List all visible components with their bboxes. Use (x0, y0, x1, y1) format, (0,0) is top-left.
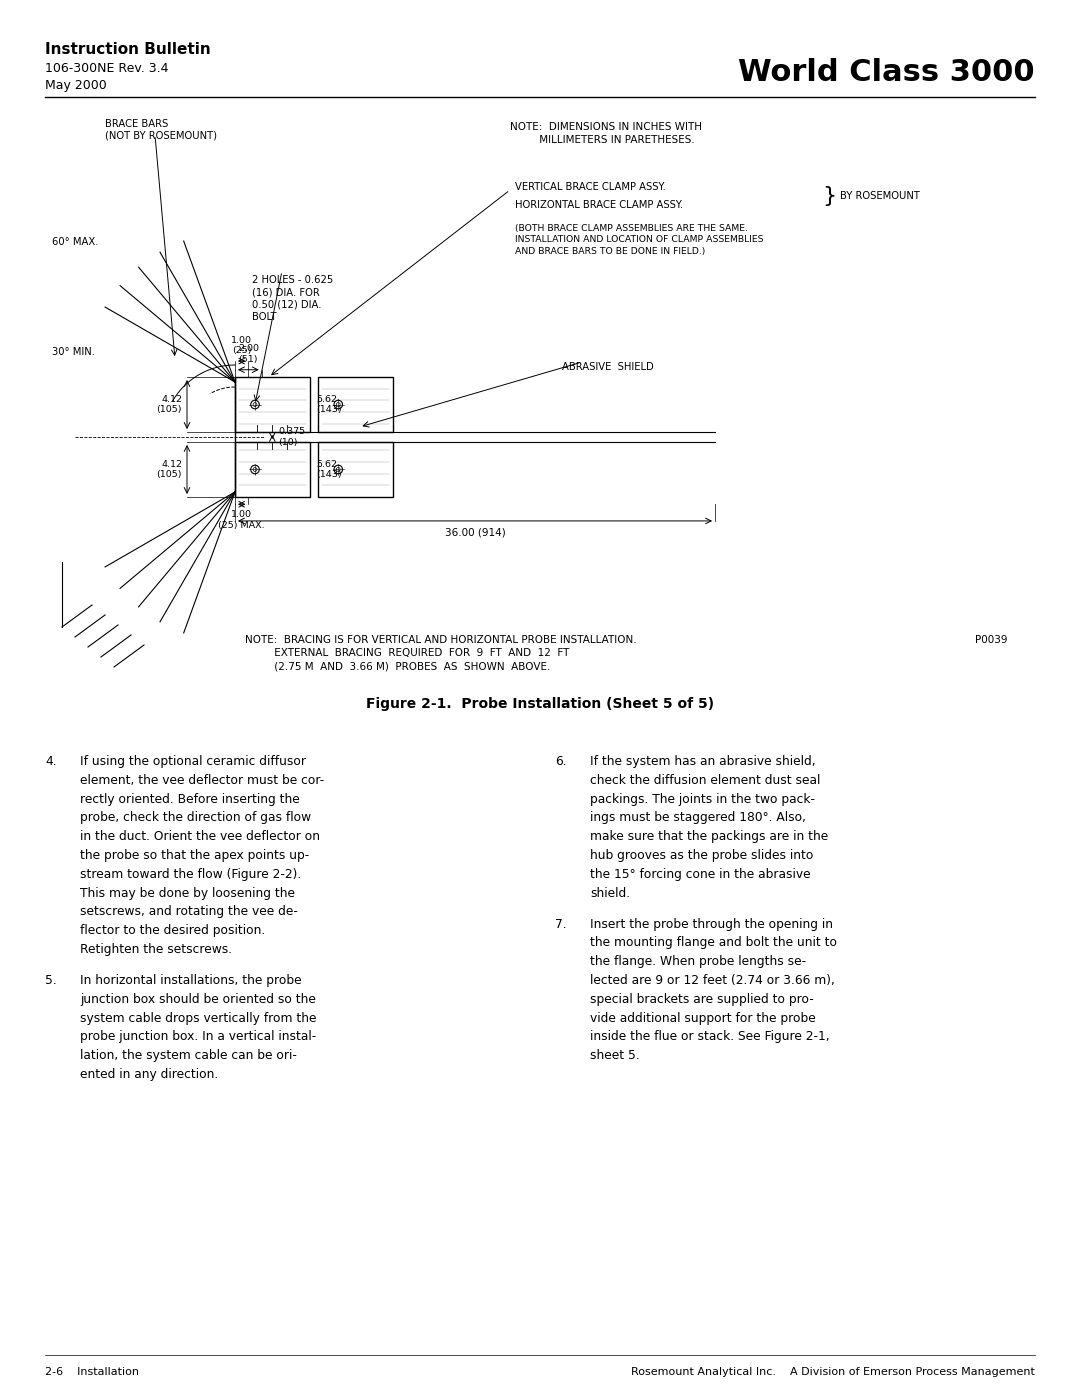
Text: Figure 2-1.  Probe Installation (Sheet 5 of 5): Figure 2-1. Probe Installation (Sheet 5 … (366, 697, 714, 711)
Text: 2.00
(51): 2.00 (51) (238, 344, 259, 363)
Text: 1.00
(25): 1.00 (25) (231, 335, 252, 355)
Text: the mounting flange and bolt the unit to: the mounting flange and bolt the unit to (590, 936, 837, 950)
Text: stream toward the flow (Figure 2-2).: stream toward the flow (Figure 2-2). (80, 868, 301, 880)
Bar (319, 377, 393, 432)
Text: sheet 5.: sheet 5. (590, 1049, 639, 1062)
Text: P0039: P0039 (975, 636, 1008, 645)
Bar (235, 377, 310, 432)
Text: 30° MIN.: 30° MIN. (52, 346, 95, 358)
Text: If using the optional ceramic diffusor: If using the optional ceramic diffusor (80, 754, 306, 768)
Text: Instruction Bulletin: Instruction Bulletin (45, 42, 211, 57)
Text: 6.: 6. (555, 754, 567, 768)
Text: 60° MAX.: 60° MAX. (52, 237, 98, 247)
Text: 2-6    Installation: 2-6 Installation (45, 1368, 139, 1377)
Text: setscrews, and rotating the vee de-: setscrews, and rotating the vee de- (80, 905, 298, 918)
Text: element, the vee deflector must be cor-: element, the vee deflector must be cor- (80, 774, 324, 787)
Text: In horizontal installations, the probe: In horizontal installations, the probe (80, 974, 301, 988)
Text: ings must be staggered 180°. Also,: ings must be staggered 180°. Also, (590, 812, 806, 824)
Text: }: } (822, 186, 836, 205)
Text: Rosemount Analytical Inc.    A Division of Emerson Process Management: Rosemount Analytical Inc. A Division of … (631, 1368, 1035, 1377)
Text: rectly oriented. Before inserting the: rectly oriented. Before inserting the (80, 792, 300, 806)
Text: NOTE:  DIMENSIONS IN INCHES WITH
         MILLIMETERS IN PARETHESES.: NOTE: DIMENSIONS IN INCHES WITH MILLIMET… (510, 122, 702, 145)
Text: check the diffusion element dust seal: check the diffusion element dust seal (590, 774, 821, 787)
Text: vide additional support for the probe: vide additional support for the probe (590, 1011, 815, 1024)
Text: probe, check the direction of gas flow: probe, check the direction of gas flow (80, 812, 311, 824)
Text: 5.62
(143): 5.62 (143) (316, 460, 341, 479)
Text: packings. The joints in the two pack-: packings. The joints in the two pack- (590, 792, 815, 806)
Text: lation, the system cable can be ori-: lation, the system cable can be ori- (80, 1049, 297, 1062)
Text: hub grooves as the probe slides into: hub grooves as the probe slides into (590, 849, 813, 862)
Text: 5.62
(143): 5.62 (143) (316, 395, 341, 415)
Text: BY ROSEMOUNT: BY ROSEMOUNT (840, 191, 920, 201)
Text: 4.12
(105): 4.12 (105) (157, 395, 183, 415)
Bar (235, 441, 310, 497)
Text: in the duct. Orient the vee deflector on: in the duct. Orient the vee deflector on (80, 830, 320, 844)
Text: special brackets are supplied to pro-: special brackets are supplied to pro- (590, 993, 813, 1006)
Text: Retighten the setscrews.: Retighten the setscrews. (80, 943, 232, 956)
Text: (BOTH BRACE CLAMP ASSEMBLIES ARE THE SAME.
INSTALLATION AND LOCATION OF CLAMP AS: (BOTH BRACE CLAMP ASSEMBLIES ARE THE SAM… (515, 224, 764, 256)
Text: If the system has an abrasive shield,: If the system has an abrasive shield, (590, 754, 815, 768)
Text: shield.: shield. (590, 887, 630, 900)
Text: May 2000: May 2000 (45, 80, 107, 92)
Text: 36.00 (914): 36.00 (914) (445, 528, 505, 538)
Text: World Class 3000: World Class 3000 (739, 57, 1035, 87)
Text: 4.12
(105): 4.12 (105) (157, 460, 183, 479)
Text: Insert the probe through the opening in: Insert the probe through the opening in (590, 918, 833, 930)
Text: This may be done by loosening the: This may be done by loosening the (80, 887, 295, 900)
Text: ABRASIVE  SHIELD: ABRASIVE SHIELD (562, 362, 653, 372)
Text: NOTE:  BRACING IS FOR VERTICAL AND HORIZONTAL PROBE INSTALLATION.
         EXTER: NOTE: BRACING IS FOR VERTICAL AND HORIZO… (245, 636, 636, 672)
Text: BRACE BARS
(NOT BY ROSEMOUNT): BRACE BARS (NOT BY ROSEMOUNT) (105, 119, 217, 141)
Text: make sure that the packings are in the: make sure that the packings are in the (590, 830, 828, 844)
Text: HORIZONTAL BRACE CLAMP ASSY.: HORIZONTAL BRACE CLAMP ASSY. (515, 200, 684, 210)
Text: lected are 9 or 12 feet (2.74 or 3.66 m),: lected are 9 or 12 feet (2.74 or 3.66 m)… (590, 974, 835, 988)
Text: system cable drops vertically from the: system cable drops vertically from the (80, 1011, 316, 1024)
Text: 1.00
(25) MAX.: 1.00 (25) MAX. (218, 510, 265, 529)
Text: the flange. When probe lengths se-: the flange. When probe lengths se- (590, 956, 806, 968)
Text: 0.375
(10): 0.375 (10) (279, 427, 306, 447)
Text: inside the flue or stack. See Figure 2-1,: inside the flue or stack. See Figure 2-1… (590, 1031, 829, 1044)
Text: 2 HOLES - 0.625
(16) DIA. FOR
0.50 (12) DIA.
BOLT: 2 HOLES - 0.625 (16) DIA. FOR 0.50 (12) … (252, 275, 334, 323)
Text: ented in any direction.: ented in any direction. (80, 1069, 218, 1081)
Text: the probe so that the apex points up-: the probe so that the apex points up- (80, 849, 309, 862)
Text: VERTICAL BRACE CLAMP ASSY.: VERTICAL BRACE CLAMP ASSY. (515, 182, 665, 191)
Text: flector to the desired position.: flector to the desired position. (80, 925, 266, 937)
Text: 7.: 7. (555, 918, 567, 930)
Text: 4.: 4. (45, 754, 56, 768)
Bar (319, 441, 393, 497)
Text: the 15° forcing cone in the abrasive: the 15° forcing cone in the abrasive (590, 868, 811, 880)
Text: 5.: 5. (45, 974, 57, 988)
Text: junction box should be oriented so the: junction box should be oriented so the (80, 993, 315, 1006)
Text: 106-300NE Rev. 3.4: 106-300NE Rev. 3.4 (45, 61, 168, 75)
Text: probe junction box. In a vertical instal-: probe junction box. In a vertical instal… (80, 1031, 316, 1044)
